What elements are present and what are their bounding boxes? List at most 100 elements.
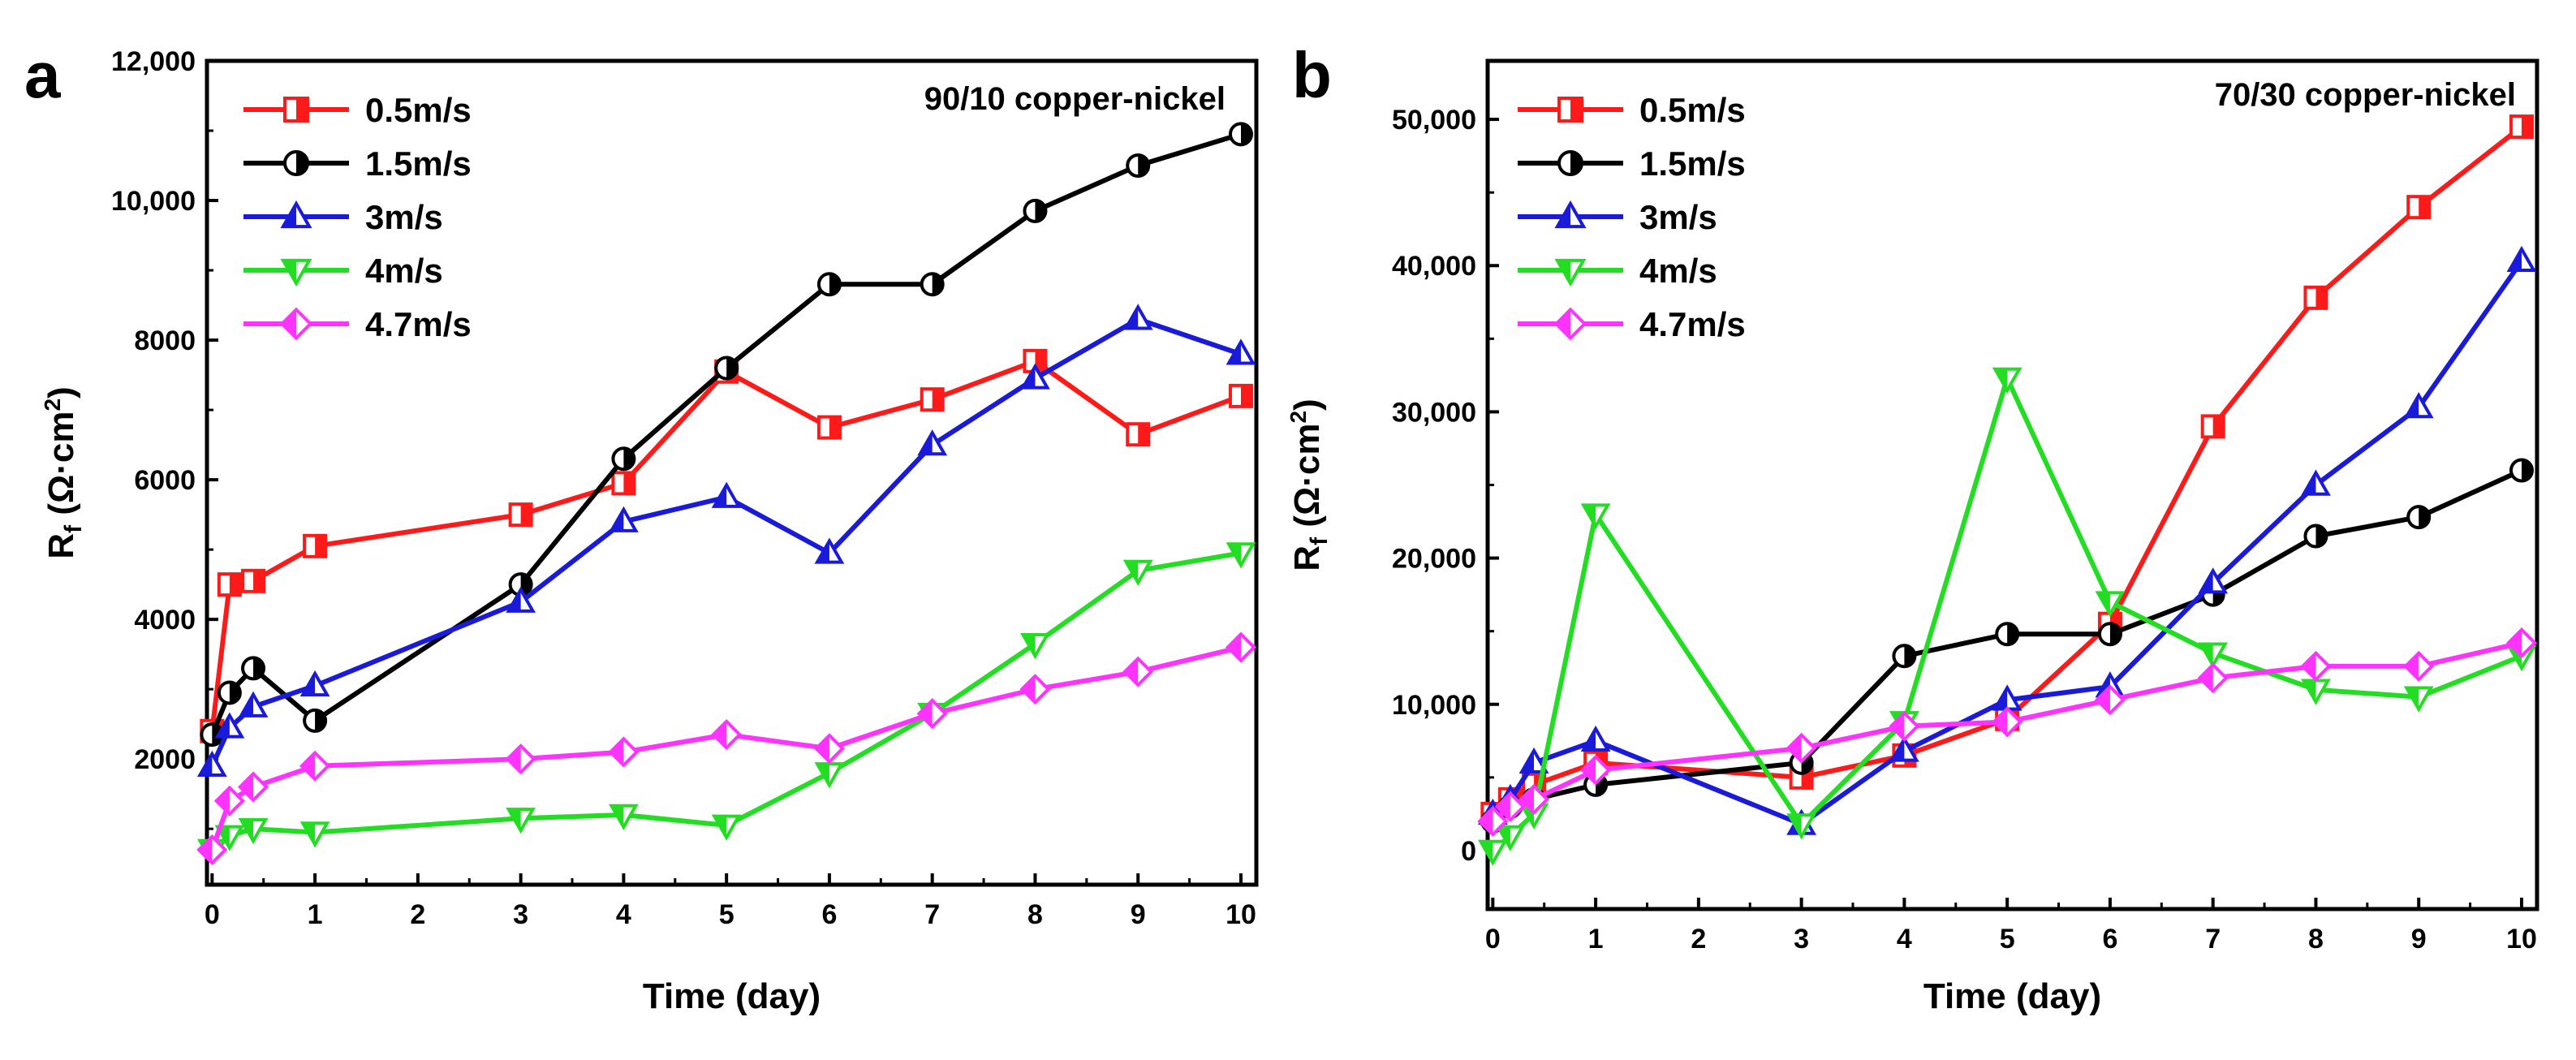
data-point [1786,732,1817,764]
series-line [1491,260,2524,827]
y-axis-label-sup: 2 [1286,411,1311,424]
legend-marker [1554,258,1587,287]
chart-title: 70/30 copper-nickel [2215,77,2516,113]
data-point [241,568,266,593]
series-line [209,317,1242,768]
x-tick-label: 9 [2411,924,2427,954]
legend: 0.5m/s 1.5m/s 3m/s 4m/s 4.7m/s [1518,91,1746,343]
y-axis-label: Rf (Ω·cm2) [1286,399,1333,571]
x-tick-label: 2 [410,899,425,930]
data-point [816,415,842,440]
x-tick-label: 4 [1897,924,1912,954]
data-point [714,355,739,381]
data-point [2301,469,2331,496]
data-point [1023,198,1048,223]
data-point [2095,591,2126,618]
legend-item: 4.7m/s [243,305,472,343]
series-0.5m/s [200,348,1253,743]
y-tick-label: 20,000 [1392,544,1476,575]
data-point [506,586,536,613]
legend-marker [1557,97,1583,123]
data-point [1892,644,1917,669]
x-tick-label: 0 [205,899,220,930]
data-point [711,481,742,508]
data-point [1126,153,1151,179]
data-point [217,680,242,705]
legend-item: 0.5m/s [243,91,472,129]
data-point [609,804,639,830]
data-point [214,712,245,739]
series-1.5m/s [200,122,1253,748]
legend-item: 1.5m/s [243,144,472,183]
series-4.7m/s [196,631,1257,866]
y-axis-label-unit: (Ω·cm [41,412,81,525]
y-tick-label: 50,000 [1392,105,1476,136]
data-point [814,537,845,564]
legend-item: 3m/s [1518,198,1717,236]
legend: 0.5m/s 1.5m/s 3m/s 4m/s 4.7m/s [243,91,472,343]
data-point [2197,662,2229,694]
data-point [2198,567,2229,594]
data-point [1122,304,1153,330]
legend-marker [1553,307,1587,341]
legend-label: 1.5m/s [365,144,472,183]
legend-label: 1.5m/s [1639,144,1746,183]
legend-label: 3m/s [365,198,443,236]
data-point [1495,825,1526,851]
y-axis-label-main: R [1287,545,1327,571]
legend-label: 4.7m/s [1639,305,1746,343]
y-tick-label: 4000 [134,605,196,636]
x-tick-label: 7 [924,899,940,930]
data-point [2094,684,2126,716]
x-tick-label: 10 [2506,924,2537,954]
legend-marker [283,150,309,176]
data-point [2303,285,2328,310]
data-point [299,821,330,848]
x-tick-label: 3 [1794,924,1809,954]
legend-label: 0.5m/s [365,91,472,129]
data-point [241,656,266,681]
data-point [920,387,945,412]
x-axis-label: Time (day) [1923,976,2101,1016]
data-point [1477,805,1509,837]
y-tick-label: 2000 [134,744,196,775]
plot-frame [205,58,1259,887]
legend-item: 1.5m/s [1518,144,1746,183]
data-point [1019,674,1051,705]
data-point [711,718,743,751]
data-point [196,834,228,866]
data-point [611,446,636,472]
series-4m/s [196,542,1256,865]
data-point [814,762,845,789]
data-point [1228,383,1253,408]
data-point [2303,524,2328,549]
legend-label: 3m/s [1639,198,1717,236]
legend-label: 0.5m/s [1639,91,1746,129]
data-point [2403,392,2434,419]
y-tick-label: 12,000 [111,46,196,77]
data-point [1995,622,2020,647]
data-point [2406,505,2432,530]
x-tick-label: 7 [2205,924,2221,954]
y-tick-label: 0 [1461,836,1476,867]
panel-label: b [1292,39,1332,111]
data-point [196,750,227,777]
legend-label: 4m/s [1639,252,1717,290]
data-point [508,502,533,528]
data-point [1225,631,1257,663]
data-point [1477,839,1508,866]
data-point [1580,725,1611,752]
y-axis-label-close: ) [1287,399,1327,411]
data-point [1518,783,1550,815]
data-point [303,533,328,558]
data-point [508,572,533,597]
data-point [920,272,945,297]
data-point [1992,706,2023,738]
y-axis-label-main: R [41,533,81,559]
series-4m/s [1477,367,2537,866]
y-axis-label-sub: f [1306,536,1333,545]
x-tick-label: 1 [1588,924,1604,954]
x-tick-label: 5 [2000,924,2015,954]
data-point [1226,542,1256,569]
